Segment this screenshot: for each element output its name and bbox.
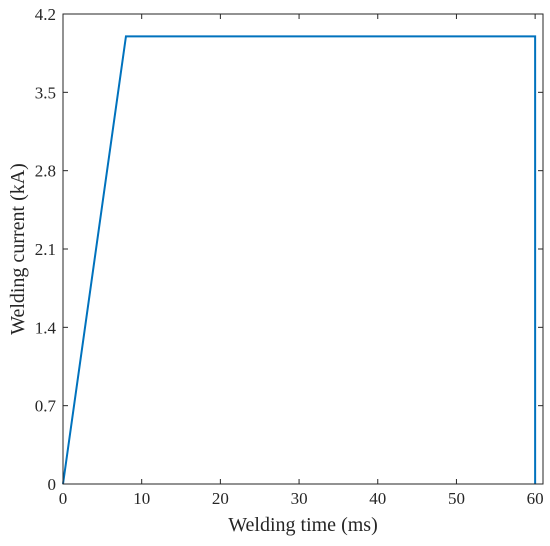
y-tick-label: 0 xyxy=(48,475,57,494)
tick-labels: 0 10 20 30 40 50 60 0 0.7 1.4 2.1 2.8 3.5 4.2 xyxy=(35,5,544,508)
y-tick-label: 2.8 xyxy=(35,162,56,181)
y-tick-label: 2.1 xyxy=(35,240,56,259)
x-tick-label: 50 xyxy=(448,489,465,508)
plot-area xyxy=(63,14,543,484)
x-tick-label: 20 xyxy=(212,489,229,508)
y-tick-label: 3.5 xyxy=(35,83,56,102)
plot-frame xyxy=(62,13,544,485)
series-layer xyxy=(62,35,537,485)
x-axis-label: Welding time (ms) xyxy=(228,514,377,536)
x-tick-label: 10 xyxy=(133,489,150,508)
x-tick-label: 30 xyxy=(291,489,308,508)
x-tick-label: 40 xyxy=(369,489,386,508)
y-tick-label: 4.2 xyxy=(35,5,56,24)
y-tick-label: 0.7 xyxy=(35,397,57,416)
x-tick-label: 60 xyxy=(527,489,544,508)
series-line-0 xyxy=(62,35,537,485)
x-tick-label: 0 xyxy=(59,489,68,508)
y-tick-label: 1.4 xyxy=(35,318,57,337)
y-axis-label: Welding current (kA) xyxy=(7,163,29,335)
